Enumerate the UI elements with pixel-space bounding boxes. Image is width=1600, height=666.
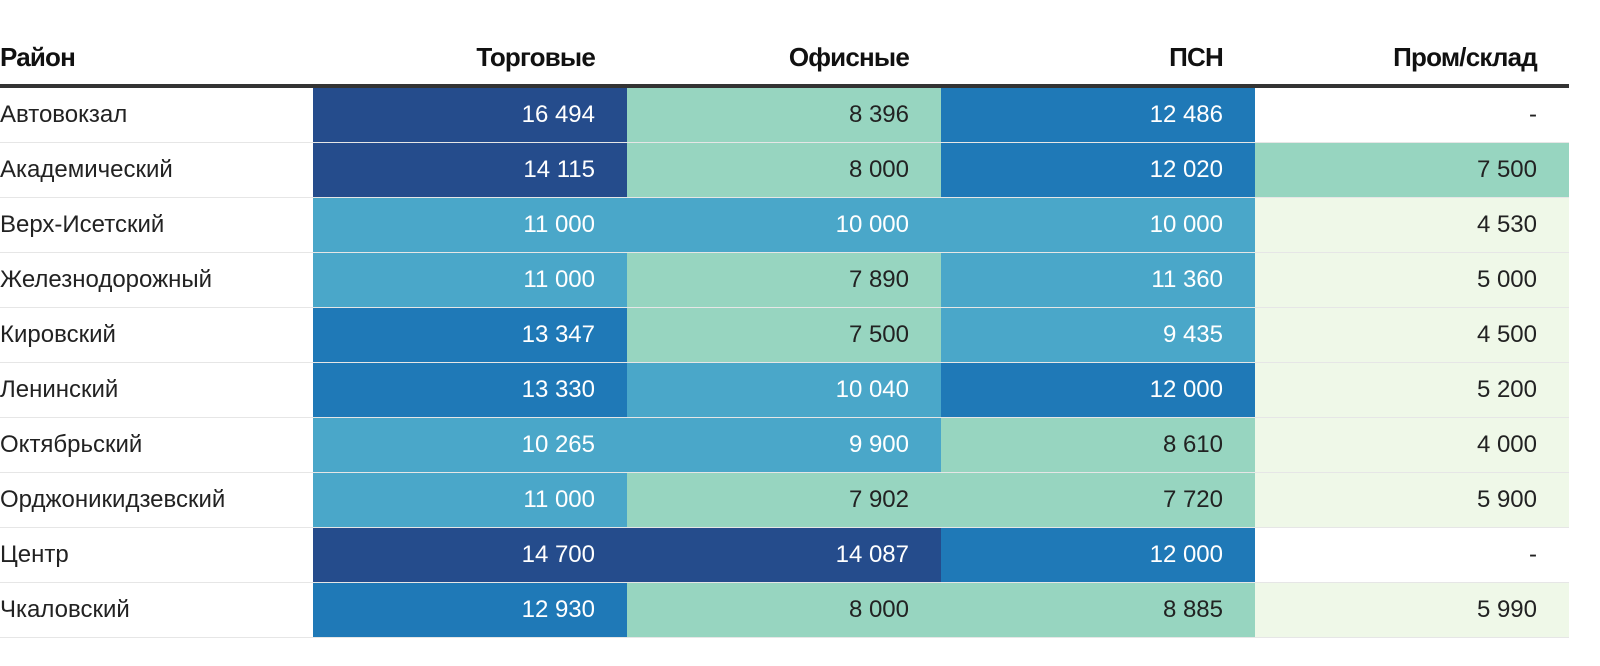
value-cell: 14 087 xyxy=(627,527,941,583)
value-cell: 12 000 xyxy=(941,362,1255,418)
value-cell: 7 500 xyxy=(627,307,941,363)
value-cell: - xyxy=(1255,86,1569,143)
value-cell: 10 000 xyxy=(941,197,1255,253)
value-cell: 10 265 xyxy=(313,417,627,473)
column-header[interactable]: ПСН xyxy=(941,30,1255,88)
value-cell: 11 000 xyxy=(313,472,627,528)
table-row: Железнодорожный 11 000 7 890 11 360 5 000 xyxy=(0,252,1569,308)
value-cell: 14 115 xyxy=(313,142,627,198)
value-cell: 5 000 xyxy=(1255,252,1569,308)
column-header[interactable]: Район xyxy=(0,30,313,88)
table-row: Автовокзал 16 494 8 396 12 486- xyxy=(0,86,1569,143)
value-cell: 8 396 xyxy=(627,86,941,143)
table-row: Октябрьский 10 265 9 900 8 610 4 000 xyxy=(0,417,1569,473)
value-cell: 5 990 xyxy=(1255,582,1569,638)
value-cell: 16 494 xyxy=(313,86,627,143)
district-price-table: Район Торговые Офисные ПСН Пром/склад Автово… xyxy=(0,30,1569,638)
value-cell: 4 000 xyxy=(1255,417,1569,473)
value-cell: 12 020 xyxy=(941,142,1255,198)
value-cell: 8 000 xyxy=(627,142,941,198)
value-cell: 7 902 xyxy=(627,472,941,528)
column-header[interactable]: Торговые xyxy=(313,30,627,88)
value-cell: 8 000 xyxy=(627,582,941,638)
value-cell: 13 330 xyxy=(313,362,627,418)
value-cell: 7 500 xyxy=(1255,142,1569,198)
header-row: Район Торговые Офисные ПСН Пром/склад xyxy=(0,30,1569,88)
value-cell: 9 900 xyxy=(627,417,941,473)
table-row: Ленинский 13 330 10 040 12 000 5 200 xyxy=(0,362,1569,418)
district-name: Верх-Исетский xyxy=(0,197,313,253)
district-name: Ленинский xyxy=(0,362,313,418)
table-row: Верх-Исетский 11 000 10 000 10 000 4 530 xyxy=(0,197,1569,253)
value-cell: 12 486 xyxy=(941,86,1255,143)
value-cell: 11 360 xyxy=(941,252,1255,308)
table-row: Чкаловский 12 930 8 000 8 885 5 990 xyxy=(0,582,1569,638)
value-cell: 14 700 xyxy=(313,527,627,583)
value-cell: 8 885 xyxy=(941,582,1255,638)
district-name: Центр xyxy=(0,527,313,583)
value-cell: 8 610 xyxy=(941,417,1255,473)
district-name: Кировский xyxy=(0,307,313,363)
district-name: Академический xyxy=(0,142,313,198)
value-cell: 7 720 xyxy=(941,472,1255,528)
district-name: Орджоникидзевский xyxy=(0,472,313,528)
column-header[interactable]: Офисные xyxy=(627,30,941,88)
value-cell: 9 435 xyxy=(941,307,1255,363)
value-cell: - xyxy=(1255,527,1569,583)
value-cell: 10 000 xyxy=(627,197,941,253)
value-cell: 7 890 xyxy=(627,252,941,308)
value-cell: 13 347 xyxy=(313,307,627,363)
value-cell: 5 900 xyxy=(1255,472,1569,528)
district-name: Железнодорожный xyxy=(0,252,313,308)
value-cell: 4 530 xyxy=(1255,197,1569,253)
district-name: Чкаловский xyxy=(0,582,313,638)
table-row: Академический 14 115 8 000 12 020 7 500 xyxy=(0,142,1569,198)
district-name: Октябрьский xyxy=(0,417,313,473)
value-cell: 10 040 xyxy=(627,362,941,418)
value-cell: 4 500 xyxy=(1255,307,1569,363)
column-header[interactable]: Пром/склад xyxy=(1255,30,1569,88)
district-name: Автовокзал xyxy=(0,86,313,143)
table-row: Орджоникидзевский 11 000 7 902 7 720 5 900 xyxy=(0,472,1569,528)
value-cell: 12 000 xyxy=(941,527,1255,583)
table-row: Кировский 13 347 7 500 9 435 4 500 xyxy=(0,307,1569,363)
value-cell: 5 200 xyxy=(1255,362,1569,418)
value-cell: 11 000 xyxy=(313,252,627,308)
table-row: Центр 14 700 14 087 12 000- xyxy=(0,527,1569,583)
value-cell: 12 930 xyxy=(313,582,627,638)
value-cell: 11 000 xyxy=(313,197,627,253)
